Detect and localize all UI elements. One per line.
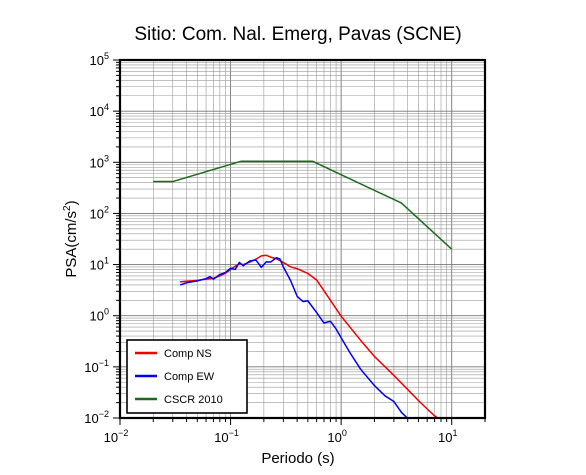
legend-label: Comp NS — [164, 348, 212, 360]
y-tick-label: 103 — [90, 153, 109, 170]
legend-label: CSCR 2010 — [164, 394, 223, 406]
series-layer — [153, 160, 453, 418]
y-tick-label: 102 — [90, 204, 109, 221]
y-axis-label: PSA(cm/s2) — [62, 200, 80, 277]
y-tick-label: 10−1 — [84, 358, 109, 375]
y-tick-label: 10−2 — [84, 409, 109, 426]
series-line-comp-ew — [179, 256, 409, 418]
y-tick-labels: 10−2 10−1 100 101 102 103 104 105 — [84, 51, 109, 426]
legend-items: Comp NS Comp EW CSCR 2010 — [135, 348, 223, 406]
series-line-cscr-2010 — [153, 160, 453, 250]
x-tick-label: 101 — [438, 428, 457, 445]
y-tick-label: 105 — [90, 51, 109, 68]
y-tick-label: 104 — [90, 102, 109, 119]
axis-ticks — [113, 59, 486, 425]
legend-label: Comp EW — [164, 371, 215, 383]
plot-frame — [118, 58, 487, 420]
x-axis-label: Periodo (s) — [261, 450, 334, 467]
x-tick-label: 10−2 — [104, 428, 129, 445]
x-tick-labels: 10−2 10−1 100 101 — [104, 428, 458, 445]
y-tick-label: 100 — [90, 307, 109, 324]
legend: Comp NS Comp EW CSCR 2010 — [126, 339, 248, 414]
x-tick-label: 100 — [327, 428, 346, 445]
y-tick-label: 101 — [90, 256, 109, 273]
chart-title: Sitio: Com. Nal. Emerg, Pavas (SCNE) — [134, 24, 461, 45]
x-tick-label: 10−1 — [214, 428, 239, 445]
